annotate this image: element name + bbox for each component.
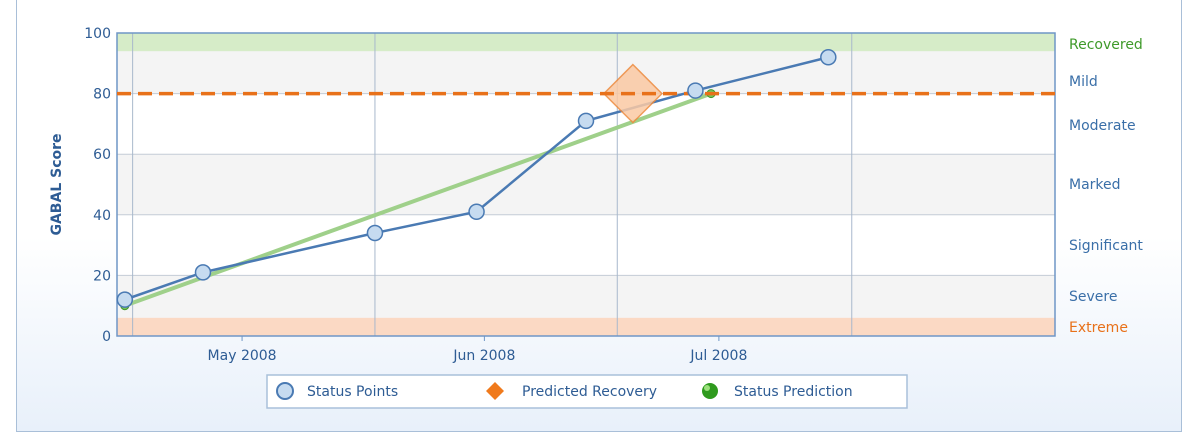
legend-status-points-label: Status Points bbox=[307, 384, 398, 400]
status-band-label: Significant bbox=[1069, 238, 1143, 254]
y-tick-label: 0 bbox=[102, 329, 111, 345]
status-point bbox=[468, 203, 485, 221]
y-tick-label: 20 bbox=[93, 268, 111, 284]
status-point bbox=[194, 264, 212, 281]
y-axis-title: GABAL Score bbox=[49, 133, 65, 235]
status-point bbox=[577, 112, 595, 130]
x-tick-label: Jun 2008 bbox=[452, 348, 515, 364]
status-band-label: Extreme bbox=[1069, 320, 1128, 336]
extreme-band bbox=[117, 317, 1055, 336]
y-tick-label: 80 bbox=[93, 87, 111, 103]
legend-status-prediction-label: Status Prediction bbox=[734, 384, 853, 400]
y-tick-label: 40 bbox=[93, 208, 111, 224]
status-band-label: Severe bbox=[1069, 289, 1117, 305]
status-point bbox=[366, 224, 384, 242]
x-tick-label: Jul 2008 bbox=[689, 348, 747, 364]
legend-status-prediction-highlight bbox=[704, 385, 710, 391]
legend-status-points-marker bbox=[276, 382, 294, 400]
status-band-label: Moderate bbox=[1069, 118, 1136, 134]
recovered-band bbox=[117, 33, 1055, 52]
status-point bbox=[116, 291, 134, 308]
legend-predicted-recovery-marker bbox=[486, 382, 504, 400]
legend-box bbox=[266, 374, 908, 409]
y-tick-label: 100 bbox=[84, 26, 111, 42]
chart-frame: 0 20 40 60 80 100 GABAL Score May 2008 Jun 2008 J… bbox=[16, 0, 1182, 432]
status-band-label: Mild bbox=[1069, 74, 1098, 90]
x-tick-label: May 2008 bbox=[208, 348, 277, 364]
legend-status-prediction-marker bbox=[702, 383, 718, 399]
status-prediction-line bbox=[122, 91, 714, 308]
plot-stripe bbox=[117, 154, 1055, 215]
status-point bbox=[687, 82, 704, 99]
y-tick-label: 60 bbox=[93, 147, 111, 163]
status-point bbox=[820, 48, 837, 66]
legend-predicted-recovery-label: Predicted Recovery bbox=[522, 384, 657, 400]
plot-border bbox=[116, 32, 1056, 337]
legend: Status Points Predicted Recovery Status Pr… bbox=[266, 374, 908, 409]
status-chart: 0 20 40 60 80 100 GABAL Score May 2008 Jun 2008 J… bbox=[49, 26, 1143, 409]
status-band-label: Marked bbox=[1069, 177, 1121, 193]
status-band-label: Recovered bbox=[1069, 37, 1143, 53]
